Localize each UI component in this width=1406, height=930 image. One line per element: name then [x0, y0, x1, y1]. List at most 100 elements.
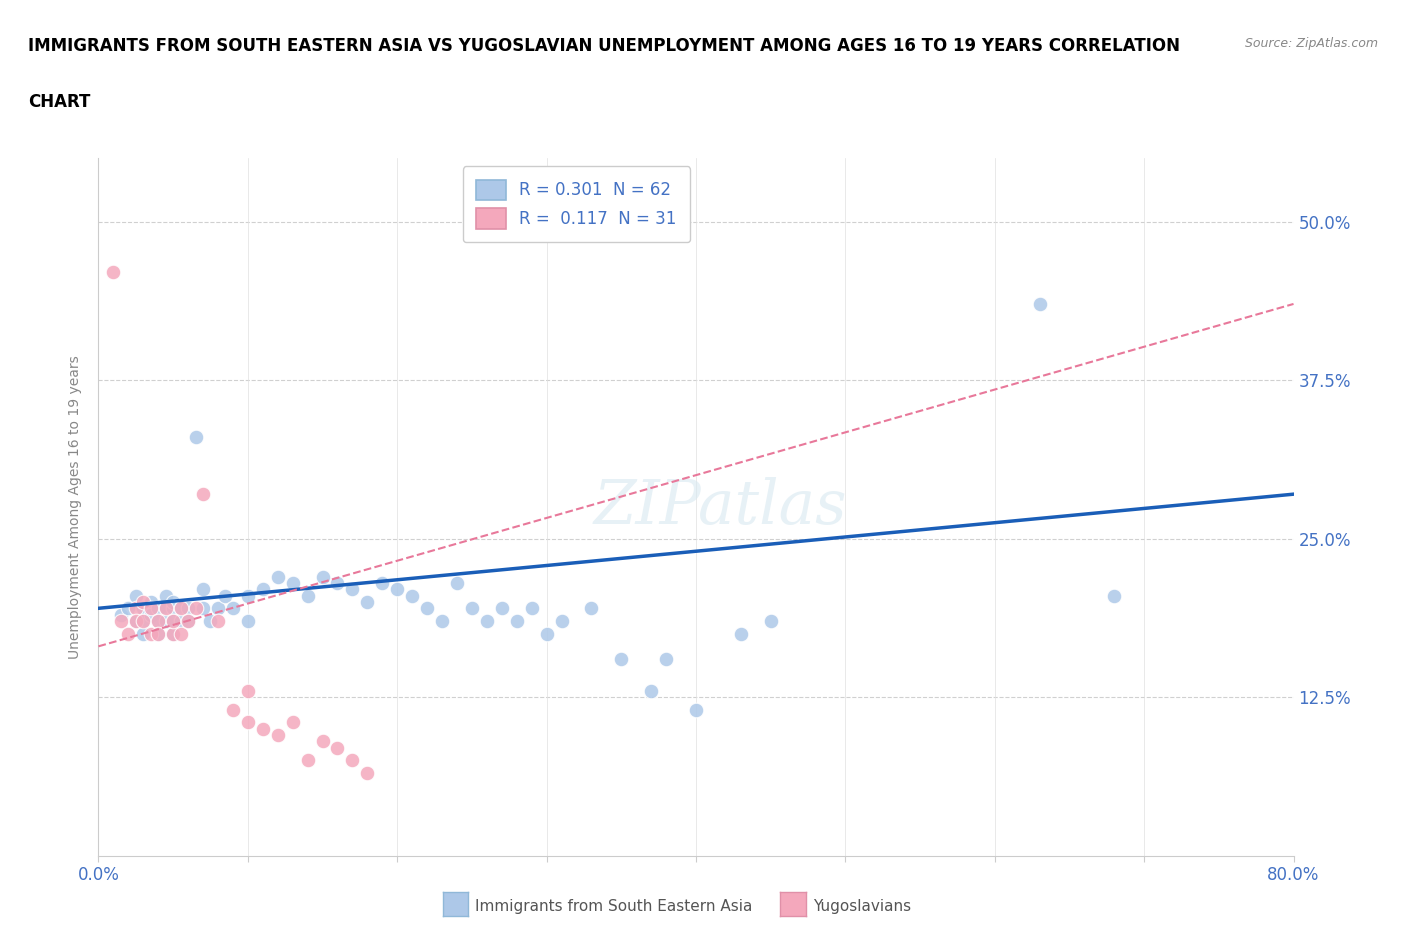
Point	[148, 614, 170, 629]
Point	[110, 607, 132, 622]
Point	[267, 569, 290, 584]
Point	[177, 614, 200, 629]
Point	[117, 626, 139, 641]
Point	[169, 614, 191, 629]
Point	[1028, 297, 1050, 312]
Point	[1104, 588, 1126, 603]
Point	[207, 614, 229, 629]
Point	[342, 753, 364, 768]
Point	[461, 601, 484, 616]
Point	[162, 614, 184, 629]
Point	[326, 740, 349, 755]
Point	[162, 601, 184, 616]
Y-axis label: Unemployment Among Ages 16 to 19 years: Unemployment Among Ages 16 to 19 years	[69, 355, 83, 658]
Point	[191, 601, 214, 616]
Point	[475, 614, 498, 629]
Point	[252, 722, 274, 737]
Point	[356, 594, 378, 609]
Point	[267, 727, 290, 742]
Point	[139, 607, 162, 622]
Point	[125, 601, 148, 616]
Point	[132, 601, 155, 616]
Point	[162, 594, 184, 609]
Point	[236, 715, 259, 730]
Point	[446, 576, 468, 591]
Point	[132, 594, 155, 609]
Text: ZIPatlas: ZIPatlas	[593, 477, 846, 537]
Point	[536, 626, 558, 641]
Point	[281, 576, 304, 591]
Point	[162, 626, 184, 641]
Point	[430, 614, 453, 629]
Legend: R = 0.301  N = 62, R =  0.117  N = 31: R = 0.301 N = 62, R = 0.117 N = 31	[463, 166, 690, 242]
Point	[155, 614, 177, 629]
Point	[371, 576, 394, 591]
Point	[311, 569, 333, 584]
Point	[148, 626, 170, 641]
Point	[132, 614, 155, 629]
Point	[655, 652, 678, 667]
Point	[326, 576, 349, 591]
Text: IMMIGRANTS FROM SOUTH EASTERN ASIA VS YUGOSLAVIAN UNEMPLOYMENT AMONG AGES 16 TO : IMMIGRANTS FROM SOUTH EASTERN ASIA VS YU…	[28, 37, 1180, 55]
Point	[148, 601, 170, 616]
Point	[207, 601, 229, 616]
Text: Yugoslavians: Yugoslavians	[813, 899, 911, 914]
Point	[139, 626, 162, 641]
Point	[416, 601, 439, 616]
Point	[401, 588, 423, 603]
Point	[155, 601, 177, 616]
Point	[184, 601, 207, 616]
Text: Immigrants from South Eastern Asia: Immigrants from South Eastern Asia	[475, 899, 752, 914]
Point	[184, 430, 207, 445]
Point	[236, 588, 259, 603]
Point	[139, 601, 162, 616]
Point	[162, 626, 184, 641]
Point	[236, 684, 259, 698]
Point	[640, 684, 662, 698]
Point	[132, 614, 155, 629]
Point	[148, 626, 170, 641]
Point	[311, 734, 333, 749]
Point	[730, 626, 752, 641]
Point	[685, 702, 707, 717]
Point	[132, 626, 155, 641]
Point	[342, 582, 364, 597]
Point	[169, 601, 191, 616]
Point	[177, 601, 200, 616]
Point	[491, 601, 513, 616]
Point	[520, 601, 543, 616]
Point	[281, 715, 304, 730]
Point	[581, 601, 603, 616]
Point	[222, 601, 245, 616]
Point	[148, 614, 170, 629]
Point	[125, 588, 148, 603]
Point	[610, 652, 633, 667]
Point	[222, 702, 245, 717]
Point	[214, 588, 236, 603]
Point	[385, 582, 409, 597]
Point	[110, 614, 132, 629]
Point	[117, 601, 139, 616]
Point	[506, 614, 529, 629]
Point	[169, 626, 191, 641]
Point	[191, 582, 214, 597]
Text: Source: ZipAtlas.com: Source: ZipAtlas.com	[1244, 37, 1378, 50]
Point	[162, 614, 184, 629]
Point	[297, 753, 319, 768]
Point	[155, 601, 177, 616]
Point	[169, 601, 191, 616]
Point	[297, 588, 319, 603]
Point	[356, 765, 378, 780]
Point	[139, 594, 162, 609]
Point	[103, 265, 125, 280]
Point	[759, 614, 782, 629]
Point	[550, 614, 572, 629]
Point	[125, 614, 148, 629]
Point	[200, 614, 222, 629]
Point	[125, 614, 148, 629]
Point	[177, 614, 200, 629]
Point	[236, 614, 259, 629]
Point	[155, 588, 177, 603]
Point	[191, 486, 214, 501]
Text: CHART: CHART	[28, 93, 90, 111]
